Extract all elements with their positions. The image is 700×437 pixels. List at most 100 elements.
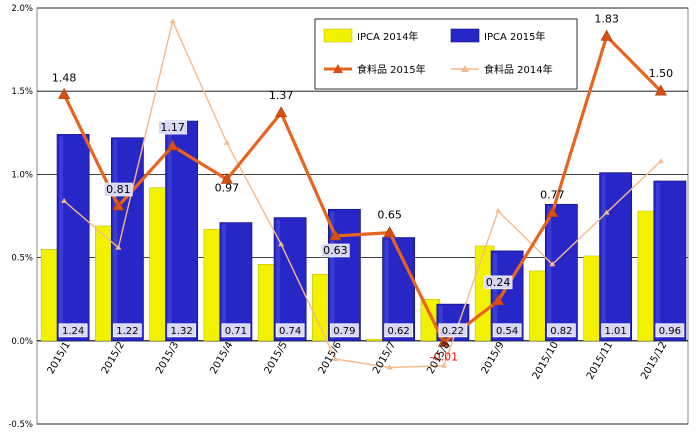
line-value-box — [104, 182, 133, 197]
marker-food-2014 — [169, 18, 176, 24]
bar-value-box — [438, 323, 468, 338]
line-value-box — [158, 120, 187, 135]
bar-highlight — [438, 306, 443, 339]
y-tick-label: 0.0% — [11, 337, 33, 347]
line-food-2015 — [62, 34, 663, 345]
bar-highlight — [221, 224, 226, 339]
marker-food-2014 — [278, 241, 285, 247]
marker-food-2015 — [329, 229, 342, 241]
line-value-label: 1.83 — [594, 12, 619, 25]
legend-box — [314, 18, 578, 90]
marker-food-2015 — [654, 84, 667, 96]
marker-food-2014 — [61, 198, 68, 204]
bar-value-label: 0.82 — [550, 326, 572, 337]
marker-food-2015 — [112, 199, 125, 211]
bar-value-box — [329, 323, 359, 338]
legend-label: 食料品 2015年 — [357, 63, 426, 76]
bar-value-box — [384, 323, 414, 338]
bar-value-label: 0.74 — [279, 326, 301, 337]
line-value-label: 0.81 — [106, 183, 131, 196]
bar-value-box — [275, 323, 305, 338]
bar-value-box — [221, 323, 251, 338]
bar-value-box — [112, 323, 142, 338]
line-value-label: 0.65 — [377, 209, 402, 222]
legend-label: IPCA 2014年 — [357, 30, 418, 43]
bar-value-label: 0.54 — [496, 326, 518, 337]
marker-food-2014 — [440, 362, 447, 368]
line-value-label: 1.50 — [649, 67, 674, 80]
bar-value-label: 0.71 — [225, 326, 247, 337]
marker-food-2015 — [58, 87, 71, 99]
legend-label: IPCA 2015年 — [484, 30, 545, 43]
marker-food-2015 — [437, 335, 450, 347]
marker-food-2015 — [546, 206, 559, 217]
marker-food-2014 — [603, 209, 610, 215]
legend-swatch-ipca-2014 — [323, 28, 353, 43]
marker-food-2014 — [657, 158, 664, 164]
marker-food-2015 — [275, 106, 288, 118]
line-value-box — [321, 243, 350, 258]
line-value-label: 1.37 — [269, 89, 294, 102]
marker-food-2015 — [383, 226, 396, 237]
bar-value-label: 1.32 — [170, 326, 192, 337]
bar-value-box — [601, 323, 631, 338]
bar-value-box — [58, 323, 88, 338]
bar-highlight — [330, 211, 335, 339]
line-value-label: 0.24 — [486, 276, 511, 289]
line-value-label: 0.77 — [540, 189, 565, 202]
marker-food-2014 — [332, 356, 339, 362]
bars — [40, 120, 687, 342]
bar-value-label: 0.22 — [442, 326, 464, 337]
line-value-label: -0.01 — [430, 350, 458, 363]
line-value-label: 1.48 — [52, 72, 77, 85]
marker-food-2014 — [549, 261, 556, 267]
bar-highlight — [601, 174, 606, 339]
bar-value-box — [546, 323, 576, 338]
legend-label: 食料品 2014年 — [484, 63, 553, 76]
bar-highlight — [113, 139, 118, 339]
bar-highlight — [59, 136, 64, 339]
line-value-label: 0.97 — [215, 181, 240, 194]
bar-value-label: 0.62 — [387, 326, 409, 337]
data-labels: 1.24 1.22 1.32 0.71 0.74 0.79 0.62 0.22 0.54 0.82… — [52, 12, 685, 363]
y-tick-label: 1.0% — [11, 170, 33, 180]
lines — [58, 18, 667, 370]
bar-value-label: 0.96 — [659, 326, 681, 337]
marker-food-2014 — [223, 139, 230, 145]
y-tick-label: 2.0% — [11, 4, 33, 14]
line-value-label: 1.17 — [160, 121, 185, 134]
bar-highlight — [276, 219, 281, 339]
bar-highlight — [547, 206, 552, 339]
bar-highlight — [384, 239, 389, 339]
legend-swatch-ipca-2015 — [450, 28, 480, 43]
line-value-box — [483, 275, 513, 290]
line-food-2014 — [63, 19, 662, 369]
bar-highlight — [493, 252, 498, 339]
y-tick-label: 1.5% — [11, 87, 33, 97]
bar-value-label: 0.79 — [333, 326, 355, 337]
marker-food-2015 — [220, 172, 233, 184]
bar-value-box — [167, 323, 197, 338]
marker-food-2015 — [492, 294, 505, 306]
legend-marker-food-2014 — [461, 65, 469, 72]
y-tick-label: 0.5% — [11, 254, 33, 264]
marker-food-2015 — [600, 29, 613, 41]
y-tick-label: -0.5% — [8, 420, 33, 430]
line-value-label: 0.63 — [323, 244, 348, 257]
bar-highlight — [167, 123, 172, 339]
marker-food-2014 — [495, 208, 502, 214]
bar-highlight — [655, 183, 660, 339]
bar-value-box — [655, 323, 685, 338]
marker-food-2014 — [115, 244, 122, 250]
legend-marker-food-2015 — [333, 64, 343, 73]
bar-value-box — [492, 323, 522, 338]
y-axis-ticks: -0.5% 0.0% 0.5% 1.0% 1.5% 2.0% — [8, 4, 33, 430]
bar-value-label: 1.22 — [116, 326, 138, 337]
bar-value-label: 1.01 — [604, 326, 626, 337]
marker-food-2015 — [166, 139, 179, 151]
bar-value-label: 1.24 — [62, 326, 84, 337]
marker-food-2014 — [386, 364, 393, 370]
